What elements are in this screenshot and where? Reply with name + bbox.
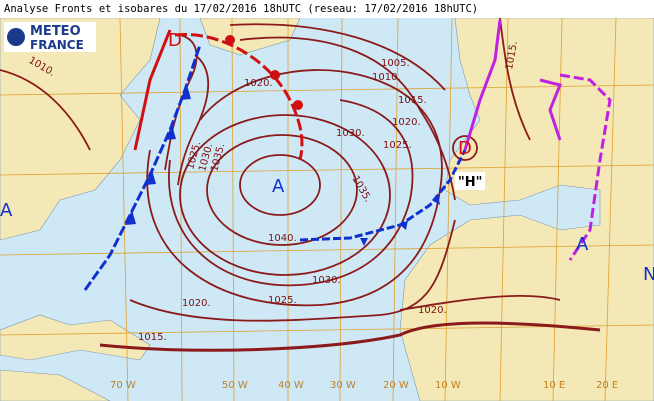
high-center: "H" xyxy=(458,175,482,190)
graticule xyxy=(0,17,654,401)
isobar-label: 1005. xyxy=(381,58,410,69)
isobar-label: 1025. xyxy=(268,295,297,306)
isobar-label: 1015. xyxy=(504,40,520,70)
isobar-label: 1030. xyxy=(336,128,365,139)
center-label: N xyxy=(643,264,654,285)
longitude-label: 30 W xyxy=(330,380,356,391)
longitude-label: 10 E xyxy=(543,380,565,391)
high-center: A xyxy=(272,176,285,197)
isobar-label: 1040. xyxy=(268,233,297,244)
isobar-label: 1020. xyxy=(392,117,421,128)
low-center: D xyxy=(168,30,182,51)
isobar-label: 1015. xyxy=(398,95,427,106)
land-caribbean xyxy=(0,314,151,361)
map-title: Analyse Fronts et isobares du 17/02/2016… xyxy=(4,3,478,15)
logo-icon xyxy=(7,28,25,46)
header-bar xyxy=(0,0,654,18)
logo-line2: FRANCE xyxy=(30,38,84,52)
longitude-label: 20 W xyxy=(383,380,409,391)
high-center: A xyxy=(576,234,589,255)
isobar-label: 1015. xyxy=(138,332,167,343)
logo-line1: METEO xyxy=(30,24,81,39)
isobar-label: 1030. xyxy=(312,275,341,286)
isobars xyxy=(0,17,601,352)
longitude-label: 20 E xyxy=(596,380,618,391)
land-north-america xyxy=(0,17,161,241)
longitude-label: 70 W xyxy=(110,380,136,391)
land-south-america xyxy=(0,369,111,401)
longitude-label: 40 W xyxy=(278,380,304,391)
isobar-label: 1020. xyxy=(418,305,447,316)
label-box xyxy=(455,172,485,190)
isobar-label: 1020. xyxy=(244,78,273,89)
isobar-label: 1025. xyxy=(383,140,412,151)
fronts xyxy=(83,19,612,291)
longitude-label: 50 W xyxy=(222,380,248,391)
isobar-label: 1010. xyxy=(372,72,401,83)
longitude-label: 10 W xyxy=(435,380,461,391)
high-center: A xyxy=(0,200,13,221)
low-center: D xyxy=(458,138,472,159)
isobar-label: 1020. xyxy=(182,298,211,309)
